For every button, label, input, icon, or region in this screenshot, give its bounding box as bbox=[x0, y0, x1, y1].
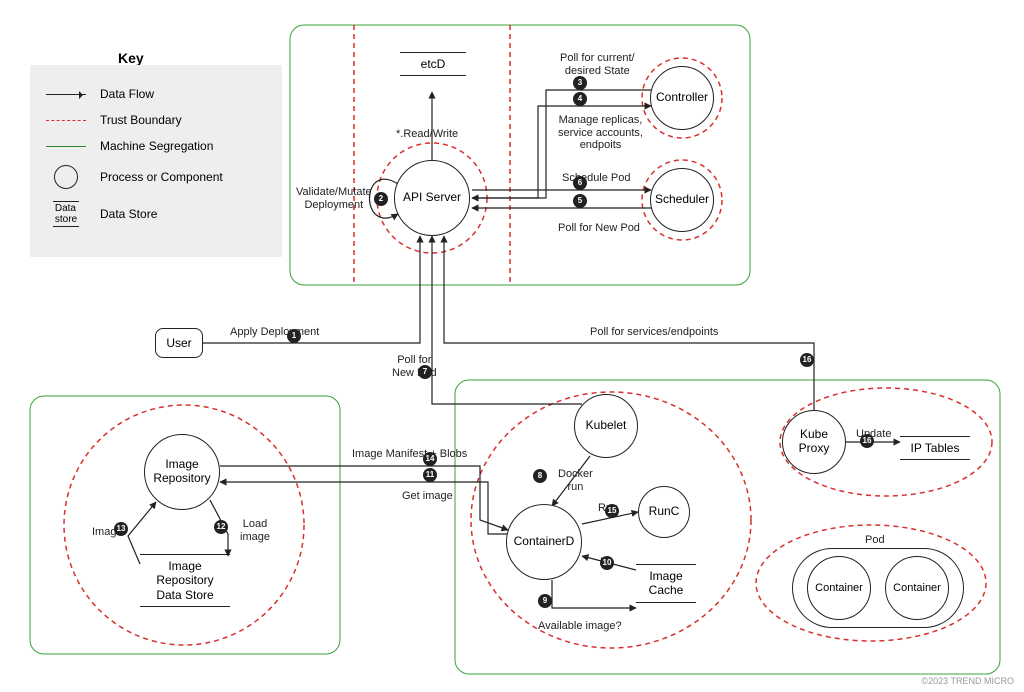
node-etcd: etcD bbox=[400, 48, 466, 80]
step-badge-8: 8 bbox=[533, 469, 547, 483]
step-badge-7: 7 bbox=[418, 365, 432, 379]
step-badge-6: 6 bbox=[573, 176, 587, 190]
edge-label-e_kubelet_docker: Dockerrun bbox=[558, 468, 593, 493]
node-image_repo_ds: ImageRepositoryData Store bbox=[140, 550, 230, 611]
step-badge-16: 16 bbox=[800, 353, 814, 367]
edge-label-e_avail_img: Available image? bbox=[538, 620, 622, 633]
node-kube_proxy: KubeProxy bbox=[782, 410, 846, 474]
edge-label-e_get_image: Get image bbox=[402, 490, 453, 503]
edge-label-e_manifest: Image Manifest + Blobs bbox=[352, 448, 467, 461]
step-badge-16: 16 bbox=[860, 434, 874, 448]
edge-e_kproxy_poll bbox=[444, 236, 814, 410]
step-badge-10: 10 bbox=[600, 556, 614, 570]
edge-label-e_sched_poll: Poll for New Pod bbox=[558, 222, 640, 235]
step-badge-13: 13 bbox=[114, 522, 128, 536]
diagram-canvas: { "meta": { "width": 1024, "height": 692… bbox=[0, 0, 1024, 692]
key-process-label: Process or Component bbox=[100, 170, 270, 184]
step-badge-11: 11 bbox=[423, 468, 437, 482]
step-badge-2: 2 bbox=[374, 192, 388, 206]
key-machine-label: Machine Segregation bbox=[100, 139, 270, 153]
node-api_server: API Server bbox=[394, 160, 470, 236]
edge-e_avail_img bbox=[552, 580, 636, 608]
key-datastore: Datastore Data Store bbox=[42, 201, 270, 227]
step-badge-4: 4 bbox=[573, 92, 587, 106]
pod-label: Pod bbox=[865, 534, 885, 547]
edge-label-e_ctrl_manage: Manage replicas,service accounts,endpoit… bbox=[558, 114, 643, 152]
node-pod: ContainerContainer bbox=[792, 548, 964, 628]
pod-container: Container bbox=[807, 556, 871, 620]
step-badge-12: 12 bbox=[214, 520, 228, 534]
step-badge-5: 5 bbox=[573, 194, 587, 208]
node-ip_tables: IP Tables bbox=[900, 432, 970, 464]
step-badge-15: 15 bbox=[605, 504, 619, 518]
key-trust-label: Trust Boundary bbox=[100, 113, 270, 127]
legend-box: Data Flow Trust Boundary Machine Segrega… bbox=[30, 65, 282, 257]
step-badge-1: 1 bbox=[287, 329, 301, 343]
node-runc: RunC bbox=[638, 486, 690, 538]
node-kubelet: Kubelet bbox=[574, 394, 638, 458]
key-title: Key bbox=[118, 50, 144, 66]
node-containerd: ContainerD bbox=[506, 504, 582, 580]
step-badge-14: 14 bbox=[423, 452, 437, 466]
step-badge-9: 9 bbox=[538, 594, 552, 608]
edge-label-e_user_apply: Apply Deployment bbox=[230, 326, 319, 339]
node-image_cache: ImageCache bbox=[636, 560, 696, 607]
key-trust: Trust Boundary bbox=[42, 113, 270, 127]
edge-label-e_kproxy_poll: Poll for services/endpoints bbox=[590, 326, 718, 339]
key-machine: Machine Segregation bbox=[42, 139, 270, 153]
copyright: ©2023 TREND MICRO bbox=[922, 676, 1015, 686]
edge-label-e_ctrl_poll: Poll for current/desired State bbox=[560, 52, 635, 77]
edge-label-e_validate: Validate/MutateDeployment bbox=[296, 186, 372, 211]
region-top_green bbox=[290, 25, 750, 285]
node-scheduler: Scheduler bbox=[650, 168, 714, 232]
key-datastore-label: Data Store bbox=[100, 207, 270, 221]
edge-label-e_load_image: Loadimage bbox=[240, 518, 270, 543]
node-image_repo: ImageRepository bbox=[144, 434, 220, 510]
edge-e_kubelet_poll bbox=[432, 236, 582, 404]
pod-container: Container bbox=[885, 556, 949, 620]
step-badge-3: 3 bbox=[573, 76, 587, 90]
key-process: Process or Component bbox=[42, 165, 270, 189]
key-dataflow: Data Flow bbox=[42, 87, 270, 101]
node-controller: Controller bbox=[650, 66, 714, 130]
edge-label-e_etcd: *.Read/Write bbox=[396, 128, 458, 141]
node-user: User bbox=[155, 328, 203, 358]
key-dataflow-label: Data Flow bbox=[100, 87, 270, 101]
